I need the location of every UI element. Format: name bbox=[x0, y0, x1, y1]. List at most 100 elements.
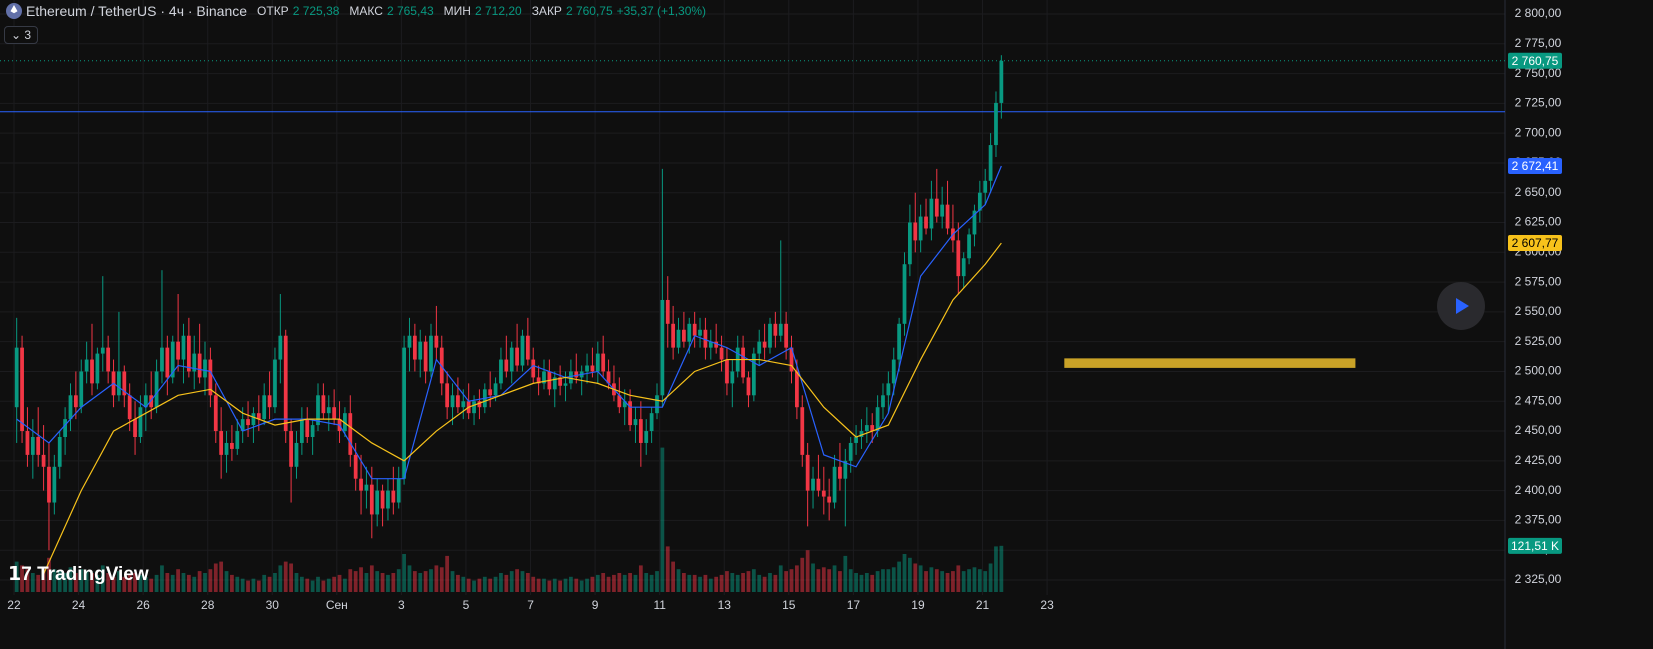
candle-body bbox=[827, 496, 832, 503]
indicators-toggle[interactable]: ⌄ 3 bbox=[4, 26, 39, 44]
volume-bar bbox=[676, 569, 681, 592]
candle-body bbox=[961, 258, 966, 277]
candle-body bbox=[854, 437, 858, 443]
volume-bar bbox=[380, 573, 385, 592]
candle-body bbox=[36, 437, 41, 455]
ohlc-key: МАКС bbox=[349, 4, 383, 18]
volume-bar bbox=[20, 565, 24, 592]
candle-body bbox=[870, 425, 875, 432]
volume-bar bbox=[757, 574, 762, 592]
candle-body bbox=[461, 401, 466, 408]
volume-bar bbox=[25, 569, 30, 592]
volume-bar bbox=[95, 574, 100, 592]
candle-body bbox=[412, 335, 417, 360]
candle-body bbox=[757, 341, 762, 354]
x-tick-label: Сен bbox=[326, 598, 348, 612]
volume-bar bbox=[983, 571, 988, 592]
volume-bar bbox=[224, 571, 229, 592]
candle-body bbox=[429, 335, 433, 372]
volume-bar bbox=[369, 565, 374, 592]
volume-bar bbox=[213, 563, 218, 592]
volume-bar bbox=[289, 563, 293, 592]
volume-bar bbox=[154, 574, 159, 592]
eth-icon bbox=[6, 3, 22, 19]
change: +35,37 (+1,30%) bbox=[616, 4, 707, 18]
volume-bar bbox=[542, 578, 546, 592]
candle-body bbox=[176, 341, 180, 360]
volume-bar bbox=[240, 578, 245, 592]
candle-body bbox=[321, 395, 326, 414]
candle-body bbox=[902, 264, 907, 324]
volume-bar bbox=[273, 573, 277, 592]
volume-bar bbox=[951, 571, 955, 592]
candle-body bbox=[25, 431, 30, 455]
volume-bar bbox=[687, 574, 692, 592]
play-button[interactable] bbox=[1437, 282, 1485, 330]
candle-body bbox=[585, 365, 589, 372]
candle-body bbox=[90, 359, 94, 384]
candle-body bbox=[386, 490, 390, 509]
volume-bar bbox=[68, 567, 73, 592]
volume-bar bbox=[79, 569, 84, 592]
candle-body bbox=[380, 490, 385, 509]
candle-body bbox=[143, 395, 148, 408]
candle-body bbox=[316, 395, 320, 426]
volume-bar bbox=[418, 573, 423, 592]
candle-body bbox=[353, 454, 358, 479]
candle-body bbox=[994, 102, 998, 146]
candle-body bbox=[569, 371, 573, 384]
candle-body bbox=[687, 323, 692, 342]
x-tick-label: 7 bbox=[527, 598, 534, 612]
volume-bar bbox=[391, 573, 396, 592]
candle-body bbox=[240, 419, 245, 432]
candle-body bbox=[784, 323, 789, 348]
volume-bar bbox=[606, 576, 611, 592]
volume-bar bbox=[967, 569, 971, 592]
volume-bar bbox=[558, 580, 563, 592]
x-tick-label: 11 bbox=[653, 598, 666, 612]
volume-bar bbox=[402, 554, 406, 592]
symbol-title: Ethereum / TetherUS · 4ч · Binance bbox=[26, 3, 248, 19]
candle-body bbox=[897, 323, 902, 360]
volume-bar bbox=[170, 574, 175, 592]
candle-body bbox=[262, 395, 267, 420]
candle-body bbox=[875, 407, 880, 432]
volume-bar bbox=[773, 574, 778, 592]
x-tick-label: 23 bbox=[1040, 598, 1054, 612]
candle-body bbox=[983, 180, 988, 193]
volume-bar bbox=[735, 574, 740, 592]
candle-body bbox=[805, 454, 810, 491]
candle-body bbox=[391, 490, 396, 503]
volume-bar bbox=[160, 565, 164, 592]
candle-body bbox=[472, 401, 476, 414]
candle-body bbox=[133, 419, 137, 438]
candle-body bbox=[671, 323, 676, 348]
candle-body bbox=[326, 407, 331, 414]
y-tick-label: 2 700,00 bbox=[1515, 125, 1562, 139]
volume-bar bbox=[811, 563, 815, 592]
candle-body bbox=[127, 395, 132, 420]
volume-bar bbox=[100, 565, 105, 592]
ohlc-value: 2 765,43 bbox=[386, 4, 434, 18]
ohlc-key: ОТКР bbox=[257, 4, 289, 18]
x-tick-label: 28 bbox=[201, 598, 215, 612]
candle-body bbox=[294, 442, 299, 467]
volume-bar bbox=[230, 574, 234, 592]
volume-bar bbox=[203, 573, 207, 592]
volume-bar bbox=[891, 567, 896, 592]
volume-bar bbox=[348, 569, 353, 592]
volume-bar bbox=[337, 574, 342, 592]
y-tick-label: 2 550,00 bbox=[1515, 304, 1562, 318]
candle-body bbox=[934, 198, 939, 217]
candle-body bbox=[891, 359, 896, 384]
candle-body bbox=[63, 419, 67, 438]
candle-body bbox=[520, 335, 525, 366]
volume-bar bbox=[106, 573, 111, 592]
volume-bar bbox=[768, 573, 772, 592]
candle-body bbox=[816, 478, 821, 491]
volume-bar bbox=[536, 578, 541, 592]
candle-body bbox=[267, 395, 272, 408]
volume-bar bbox=[940, 571, 945, 592]
volume-bar bbox=[396, 569, 401, 592]
